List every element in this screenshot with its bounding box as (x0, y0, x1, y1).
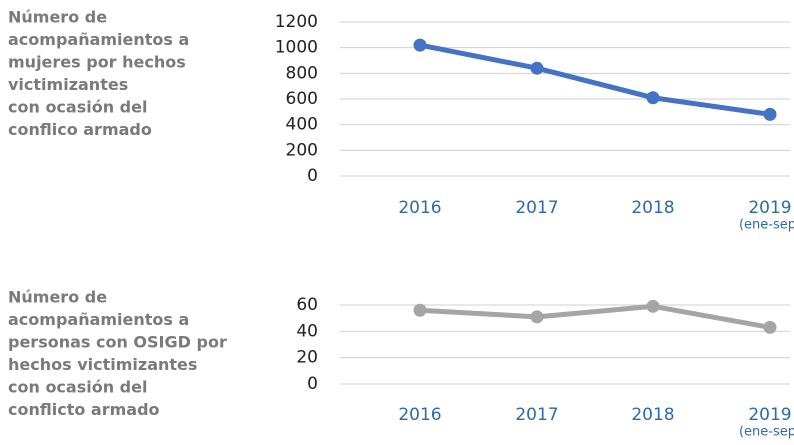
data-point (646, 299, 660, 313)
chart-title: con ocasión del (8, 378, 147, 397)
y-tick-label: 20 (296, 348, 318, 368)
data-point (646, 91, 660, 105)
y-tick-label: 0 (307, 166, 318, 186)
chart-title: con ocasión del (8, 98, 147, 117)
chart-title: personas con OSIGD por (8, 333, 227, 352)
chart-title: victimizantes (8, 75, 128, 94)
x-tick-label: 2016 (398, 198, 441, 218)
y-tick-label: 1200 (275, 12, 318, 32)
x-tick-label: 2017 (515, 405, 558, 425)
chart-title: conflicto armado (8, 400, 160, 419)
chart-title: mujeres por hechos (8, 53, 186, 72)
y-tick-label: 0 (307, 374, 318, 394)
data-line (419, 303, 771, 330)
y-tick-label: 40 (296, 321, 318, 341)
x-tick-label: 2018 (631, 405, 674, 425)
y-tick-label: 800 (286, 63, 318, 83)
y-tick-label: 400 (286, 115, 318, 135)
x-tick-label: 2017 (515, 198, 558, 218)
y-tick-label: 60 (296, 295, 318, 315)
chart-title: acompañamientos a (8, 30, 189, 49)
category-note: (ene-sep) (739, 218, 794, 233)
data-point (763, 320, 777, 334)
x-tick-label: 2019 (748, 405, 791, 425)
data-line (419, 42, 771, 117)
category-note: (ene-sep) (739, 425, 794, 440)
chart-title: acompañamientos a (8, 310, 189, 329)
data-point (763, 107, 777, 121)
data-point (530, 61, 544, 75)
chart-title: Número de (8, 8, 107, 27)
x-tick-label: 2016 (398, 405, 441, 425)
y-tick-label: 600 (286, 89, 318, 109)
chart-title: conflico armado (8, 120, 152, 139)
y-tick-label: 1000 (275, 38, 318, 58)
chart-title: hechos victimizantes (8, 355, 197, 374)
chart-title: Número de (8, 288, 107, 307)
data-point (530, 310, 544, 324)
data-point (413, 38, 427, 52)
x-tick-label: 2019 (748, 198, 791, 218)
data-point (413, 303, 427, 317)
x-tick-label: 2018 (631, 198, 674, 218)
y-tick-label: 200 (286, 140, 318, 160)
